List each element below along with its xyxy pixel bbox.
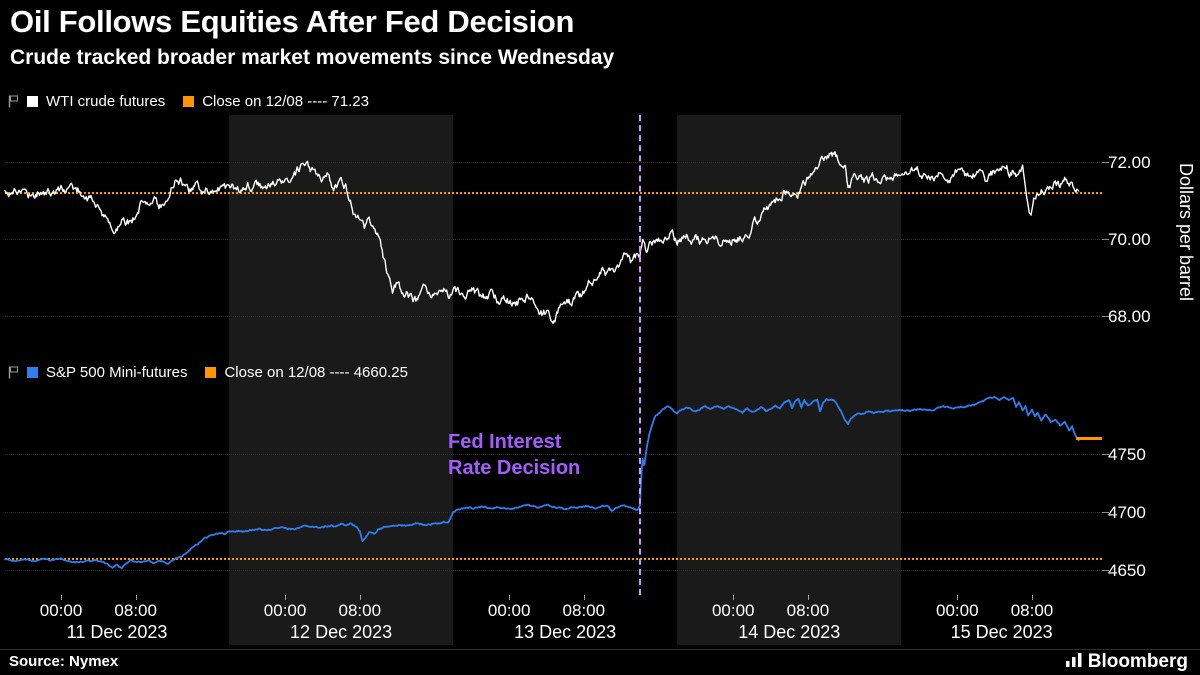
fed-annotation: Fed Interest Rate Decision: [448, 429, 580, 481]
x-tick-label: 00:00: [487, 601, 531, 620]
x-tick: [509, 595, 511, 600]
fed-annotation-line1: Fed Interest: [448, 431, 562, 453]
day-label: 13 Dec 2023: [514, 622, 617, 642]
sp500-series-swatch: [27, 367, 38, 378]
x-tick: [285, 595, 287, 600]
x-tick-label: 00:00: [711, 601, 755, 620]
x-tick-label: 08:00: [338, 601, 382, 620]
y-axis-tick: [1102, 511, 1109, 513]
fed-annotation-line2: Rate Decision: [448, 457, 581, 479]
y-tick-label: 72.00: [1108, 153, 1151, 173]
close-line: [5, 557, 1102, 560]
x-tick-label: 08:00: [786, 601, 830, 620]
grid-line: [5, 239, 1102, 241]
y-axis-tick: [1102, 453, 1109, 455]
day-label: 11 Dec 2023: [66, 622, 168, 642]
footer-divider: [0, 649, 1200, 650]
y-tick-label: 4750: [1108, 444, 1146, 464]
bloomberg-logo-text: Bloomberg: [1087, 651, 1188, 672]
wti-series-swatch: [27, 96, 38, 107]
y-axis-tick: [1102, 569, 1109, 571]
wti-series-line: [4, 151, 1080, 325]
y-axis-tick: [1102, 316, 1109, 318]
y-axis-title: Dollars per barrel: [1176, 163, 1196, 302]
y-tick-label: 68.00: [1108, 307, 1151, 327]
x-tick: [1031, 595, 1033, 600]
wti-close-label: Close on 12/08 ---- 71.23: [202, 93, 369, 110]
day-band: [677, 115, 902, 645]
x-tick: [61, 595, 63, 600]
grid-line: [5, 511, 1102, 513]
fed-decision-line: [638, 115, 641, 595]
grid-line: [5, 162, 1102, 164]
x-tick-label: 08:00: [562, 601, 606, 620]
x-tick: [135, 595, 137, 600]
last-price-marker: [1076, 437, 1102, 441]
day-band: [229, 115, 454, 645]
chart-flag-icon: [8, 95, 19, 108]
day-label: 12 Dec 2023: [290, 622, 393, 642]
x-tick: [583, 595, 585, 600]
bloomberg-logo-icon: [1065, 651, 1082, 673]
y-tick-label: 4650: [1108, 560, 1146, 580]
x-tick: [733, 595, 735, 600]
source-label: Source: Nymex: [9, 653, 119, 670]
x-tick: [807, 595, 809, 600]
x-tick-label: 08:00: [1010, 601, 1054, 620]
y-tick-label: 70.00: [1108, 230, 1151, 250]
day-label: 15 Dec 2023: [950, 622, 1053, 642]
y-axis-tick: [1102, 239, 1109, 241]
wti-series-label: WTI crude futures: [46, 93, 166, 110]
grid-line: [5, 316, 1102, 318]
x-tick-label: 08:00: [114, 601, 157, 620]
x-tick: [359, 595, 361, 600]
sp500-series-label: S&P 500 Mini-futures: [46, 364, 188, 381]
y-axis-tick: [1102, 162, 1109, 164]
y-tick-label: 4700: [1108, 502, 1146, 522]
grid-line: [5, 453, 1102, 455]
x-tick-label: 00:00: [936, 601, 979, 620]
chart-flag-icon: [8, 366, 19, 379]
wti-legend: WTI crude futures Close on 12/08 ---- 71…: [8, 93, 369, 110]
close-line: [5, 191, 1102, 194]
sp500-close-label: Close on 12/08 ---- 4660.25: [224, 364, 408, 381]
wti-close-swatch: [183, 96, 195, 107]
grid-line: [5, 569, 1102, 571]
sp500-close-swatch: [205, 367, 217, 378]
bloomberg-logo: Bloomberg: [1065, 651, 1188, 673]
x-tick-label: 00:00: [39, 601, 83, 620]
x-tick-label: 00:00: [263, 601, 307, 620]
day-label: 14 Dec 2023: [738, 622, 841, 642]
sp500-legend: S&P 500 Mini-futures Close on 12/08 ----…: [8, 364, 408, 381]
sp500-series-line: [4, 396, 1080, 570]
chart-title: Oil Follows Equities After Fed Decision: [10, 4, 575, 39]
x-tick: [957, 595, 959, 600]
chart-subtitle: Crude tracked broader market movements s…: [10, 46, 615, 69]
